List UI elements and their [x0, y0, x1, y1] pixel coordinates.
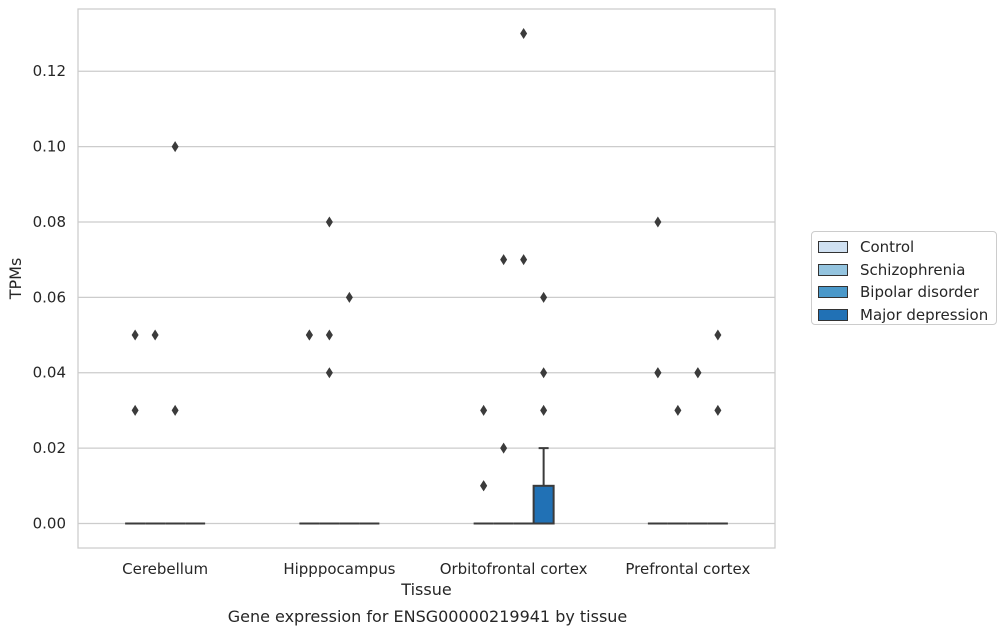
outlier-point — [131, 329, 139, 341]
outlier-point — [480, 480, 488, 492]
box — [532, 447, 555, 525]
outlier-point — [151, 329, 159, 341]
outlier-point — [694, 367, 702, 379]
legend-label: Schizophrenia — [860, 260, 966, 279]
legend-item-schizophrenia: Schizophrenia — [818, 259, 996, 282]
legend-swatch — [818, 263, 848, 276]
outlier-point — [714, 404, 722, 416]
outlier-point — [325, 367, 333, 379]
legend-label: Control — [860, 238, 915, 257]
outlier-point — [674, 404, 682, 416]
outlier-point — [325, 216, 333, 228]
outlier-point — [520, 254, 528, 266]
outlier-point — [171, 141, 179, 153]
outlier-point — [540, 367, 548, 379]
x-tick-label: Hipppocampus — [283, 560, 395, 578]
x-axis-ticks: Cerebellum Hipppocampus Orbitofrontal cort… — [122, 560, 750, 578]
outlier-point — [345, 291, 353, 303]
legend-swatch — [818, 241, 848, 254]
legend-label: Bipolar disorder — [860, 283, 979, 302]
y-axis-title: TPMs — [6, 258, 25, 301]
x-tick-label: Cerebellum — [122, 560, 208, 578]
y-axis-ticks: 0.00 0.02 0.04 0.06 0.08 0.10 0.12 — [33, 62, 66, 532]
y-tick-label: 0.04 — [33, 364, 66, 382]
box-plot-series — [125, 447, 728, 525]
x-axis-title: Tissue — [400, 580, 451, 599]
outlier-point — [325, 329, 333, 341]
y-tick-label: 0.10 — [33, 138, 66, 156]
legend-item-major-depression: Major depression — [818, 304, 996, 327]
x-tick-label: Orbitofrontal cortex — [440, 560, 588, 578]
y-tick-label: 0.06 — [33, 288, 66, 306]
gridlines — [78, 70, 775, 525]
outlier-points — [131, 28, 722, 492]
legend-swatch — [818, 286, 848, 299]
outlier-point — [540, 291, 548, 303]
y-tick-label: 0.12 — [33, 62, 66, 80]
plot-frame — [77, 8, 776, 549]
x-tick-label: Prefrontal cortex — [625, 560, 750, 578]
y-tick-label: 0.00 — [33, 515, 66, 533]
legend-item-control: Control — [818, 236, 996, 259]
y-tick-label: 0.08 — [33, 213, 66, 231]
outlier-point — [480, 404, 488, 416]
chart-caption: Gene expression for ENSG00000219941 by t… — [228, 607, 628, 626]
legend-item-bipolar-disorder: Bipolar disorder — [818, 281, 996, 304]
legend-label: Major depression — [860, 305, 989, 324]
outlier-point — [520, 28, 528, 39]
outlier-point — [654, 367, 662, 379]
legend-swatch — [818, 308, 848, 321]
outlier-point — [131, 404, 139, 416]
outlier-point — [654, 216, 662, 228]
y-tick-label: 0.02 — [33, 439, 66, 457]
outlier-point — [171, 404, 179, 416]
outlier-point — [714, 329, 722, 341]
outlier-point — [305, 329, 313, 341]
legend: Control Schizophrenia Bipolar disorder M… — [811, 231, 997, 325]
outlier-point — [540, 404, 548, 416]
outlier-point — [500, 442, 508, 454]
outlier-point — [500, 254, 508, 266]
box-body — [532, 484, 555, 525]
